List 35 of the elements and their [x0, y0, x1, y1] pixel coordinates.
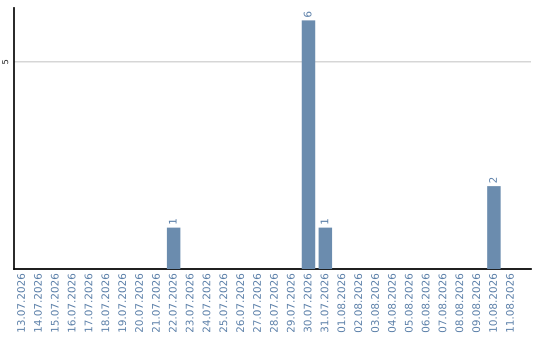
x-tick-label: 27.07.2026 [253, 274, 261, 332]
x-tick-label: 17.07.2026 [84, 274, 92, 332]
data-label: 2 [489, 178, 497, 183]
x-tick-label: 10.08.2026 [489, 274, 497, 332]
x-tick-label: 25.07.2026 [219, 274, 228, 332]
x-tick-label: 13.07.2026 [17, 274, 25, 332]
x-tick-label: 18.07.2026 [101, 274, 110, 332]
x-tick-label: 14.07.2026 [34, 274, 42, 332]
y-tick-label: 5 [2, 60, 8, 64]
x-tick-label: 06.08.2026 [422, 274, 430, 332]
x-tick-label: 04.08.2026 [388, 274, 396, 332]
x-tick-label: 07.08.2026 [438, 274, 446, 332]
x-tick-label: 11.08.2026 [506, 274, 514, 332]
data-label: 1 [320, 219, 328, 224]
x-tick-label: 01.08.2026 [337, 274, 346, 332]
x-tick-label: 03.08.2026 [371, 274, 379, 332]
x-tick-label: 30.07.2026 [304, 274, 312, 332]
x-tick-label: 24.07.2026 [202, 274, 210, 332]
data-label: 6 [304, 12, 312, 17]
x-tick-label: 19.07.2026 [118, 274, 126, 332]
x-tick-label: 21.07.2026 [152, 274, 160, 332]
x-tick-label: 22.07.2026 [168, 274, 177, 332]
x-tick-label: 31.07.2026 [320, 274, 328, 332]
x-tick-label: 02.08.2026 [354, 274, 362, 332]
x-tick-label: 15.07.2026 [50, 274, 59, 332]
x-tick-label: 26.07.2026 [236, 274, 244, 332]
x-tick-label: 28.07.2026 [270, 274, 278, 332]
x-tick-label: 23.07.2026 [186, 274, 194, 332]
x-tick-label: 09.08.2026 [472, 274, 480, 332]
x-tick-label: 16.07.2026 [68, 274, 76, 332]
x-tick-label: 05.08.2026 [404, 274, 413, 332]
x-tick-label: 20.07.2026 [135, 274, 143, 332]
data-label: 1 [168, 219, 177, 224]
x-tick-label: 29.07.2026 [286, 274, 295, 332]
x-tick-label: 08.08.2026 [455, 274, 464, 332]
